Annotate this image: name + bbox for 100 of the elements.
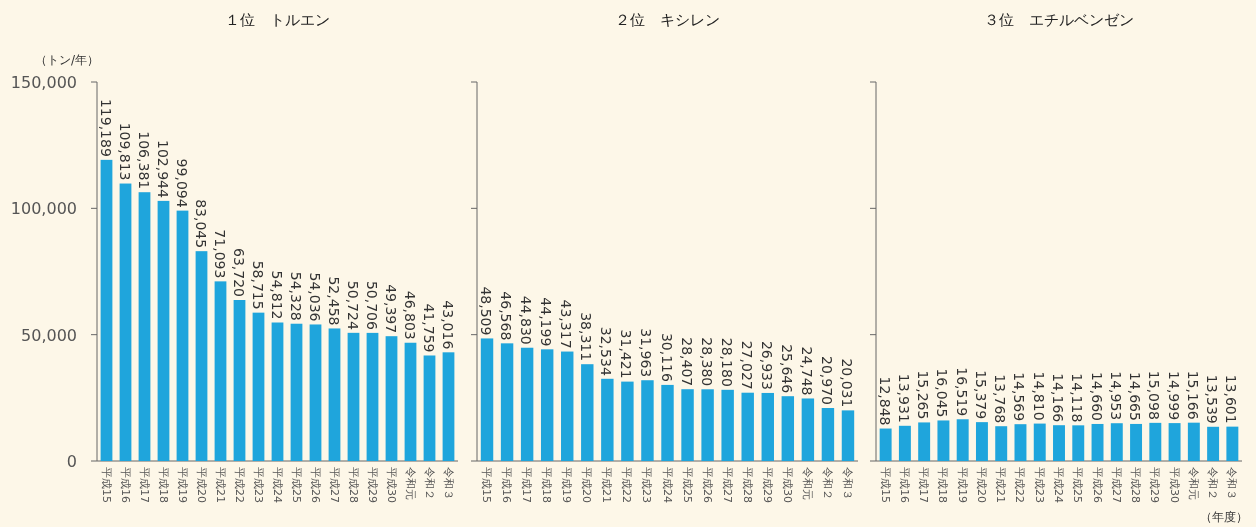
bar xyxy=(601,378,614,461)
data-label: 43,317 xyxy=(558,299,575,349)
bar xyxy=(195,251,208,461)
data-label: 71,093 xyxy=(211,229,228,279)
y-tick-label: 150,000 xyxy=(10,73,77,92)
bar xyxy=(385,336,398,461)
data-label: 27,027 xyxy=(738,340,755,390)
x-tick-label: 平成26 xyxy=(700,467,714,503)
bar xyxy=(841,410,855,461)
bar xyxy=(975,422,988,461)
bar xyxy=(1072,425,1085,461)
bar xyxy=(176,210,189,461)
data-label: 15,098 xyxy=(1146,370,1163,420)
data-label: 14,665 xyxy=(1127,371,1144,421)
data-label: 13,539 xyxy=(1204,374,1221,424)
y-axis-title: （トン/年） xyxy=(34,53,100,67)
data-label: 16,519 xyxy=(953,367,970,417)
data-label: 31,963 xyxy=(638,328,655,378)
bar xyxy=(681,389,694,461)
x-tick-label: 令和元 xyxy=(403,467,417,500)
x-tick-label: 平成28 xyxy=(346,467,360,503)
x-tick-label: 平成15 xyxy=(480,467,494,503)
bar xyxy=(1110,423,1123,461)
x-tick-label: 平成15 xyxy=(99,467,113,503)
data-label: 28,180 xyxy=(718,337,735,387)
data-label: 52,458 xyxy=(325,276,342,326)
x-tick-label: 平成18 xyxy=(156,467,170,503)
x-tick-label: 平成27 xyxy=(1109,467,1123,503)
data-label: 13,931 xyxy=(895,373,912,423)
x-tick-label: 平成20 xyxy=(974,467,988,503)
x-tick-label: 令和３ xyxy=(441,467,455,500)
x-tick-label: 平成25 xyxy=(680,467,694,503)
data-label: 46,803 xyxy=(401,290,418,340)
x-tick-label: 平成17 xyxy=(917,467,931,503)
data-label: 48,509 xyxy=(478,286,495,336)
bar xyxy=(233,300,246,461)
bar xyxy=(1091,423,1104,461)
bar xyxy=(290,323,303,461)
bar xyxy=(157,200,170,461)
bar xyxy=(801,398,815,461)
x-tick-label: 平成18 xyxy=(540,467,554,503)
data-label: 14,953 xyxy=(1107,371,1124,421)
data-label: 20,970 xyxy=(818,356,835,406)
data-label: 102,944 xyxy=(154,139,171,198)
data-label: 26,933 xyxy=(758,340,775,390)
x-tick-label: 令和元 xyxy=(1186,467,1200,500)
bar xyxy=(1168,423,1181,461)
x-tick-label: 平成22 xyxy=(1013,467,1027,503)
data-label: 58,715 xyxy=(249,260,266,310)
x-tick-label: 平成29 xyxy=(365,467,379,503)
data-label: 12,848 xyxy=(876,376,893,426)
data-label: 83,045 xyxy=(192,199,209,249)
data-label: 20,031 xyxy=(838,358,855,408)
bar xyxy=(1014,424,1027,461)
data-label: 43,016 xyxy=(439,300,456,350)
data-label: 14,999 xyxy=(1165,371,1182,421)
x-tick-label: 平成28 xyxy=(740,467,754,503)
data-label: 54,036 xyxy=(306,272,323,322)
bar xyxy=(1033,423,1046,461)
data-label: 13,601 xyxy=(1223,374,1240,424)
data-label: 50,724 xyxy=(344,280,361,330)
bar xyxy=(1053,425,1065,461)
text: （年度） xyxy=(1200,510,1248,524)
data-label: 24,748 xyxy=(798,346,815,396)
data-label: 44,830 xyxy=(518,295,535,345)
x-tick-label: 平成20 xyxy=(580,467,594,503)
data-label: 54,812 xyxy=(268,270,285,320)
bar xyxy=(540,349,554,461)
x-tick-label: 令和元 xyxy=(800,467,814,500)
x-tick-label: 平成21 xyxy=(600,467,614,503)
data-label: 14,166 xyxy=(1050,373,1066,423)
x-tick-label: 平成26 xyxy=(308,467,322,503)
x-tick-label: 平成19 xyxy=(560,467,574,503)
x-tick-label: 平成29 xyxy=(760,467,774,503)
x-tick-label: 平成30 xyxy=(384,467,398,503)
data-label: 50,706 xyxy=(363,280,380,330)
x-tick-label: 平成21 xyxy=(994,467,1008,503)
x-tick-label: 令和３ xyxy=(1225,467,1239,500)
bar xyxy=(404,342,417,461)
bar xyxy=(898,425,911,461)
bar xyxy=(561,351,574,461)
bar xyxy=(581,364,594,461)
chart-title: ２位 キシレン xyxy=(615,11,720,29)
bar xyxy=(761,392,774,461)
x-tick-label: 平成18 xyxy=(936,467,950,503)
bar xyxy=(741,392,754,461)
bar xyxy=(995,426,1008,461)
y-tick-label: 0 xyxy=(66,452,77,471)
data-label: 106,381 xyxy=(135,131,152,190)
x-tick-label: 平成16 xyxy=(500,467,514,503)
data-label: 15,265 xyxy=(915,370,932,420)
bar xyxy=(347,332,360,461)
data-label: 49,397 xyxy=(382,284,399,334)
x-tick-label: 平成21 xyxy=(213,467,227,503)
bar xyxy=(271,322,284,461)
bar xyxy=(500,343,514,461)
y-tick-label: 50,000 xyxy=(21,325,77,345)
data-label: 54,328 xyxy=(287,271,304,321)
bar xyxy=(1130,423,1143,461)
x-tick-label: 平成16 xyxy=(897,467,911,503)
